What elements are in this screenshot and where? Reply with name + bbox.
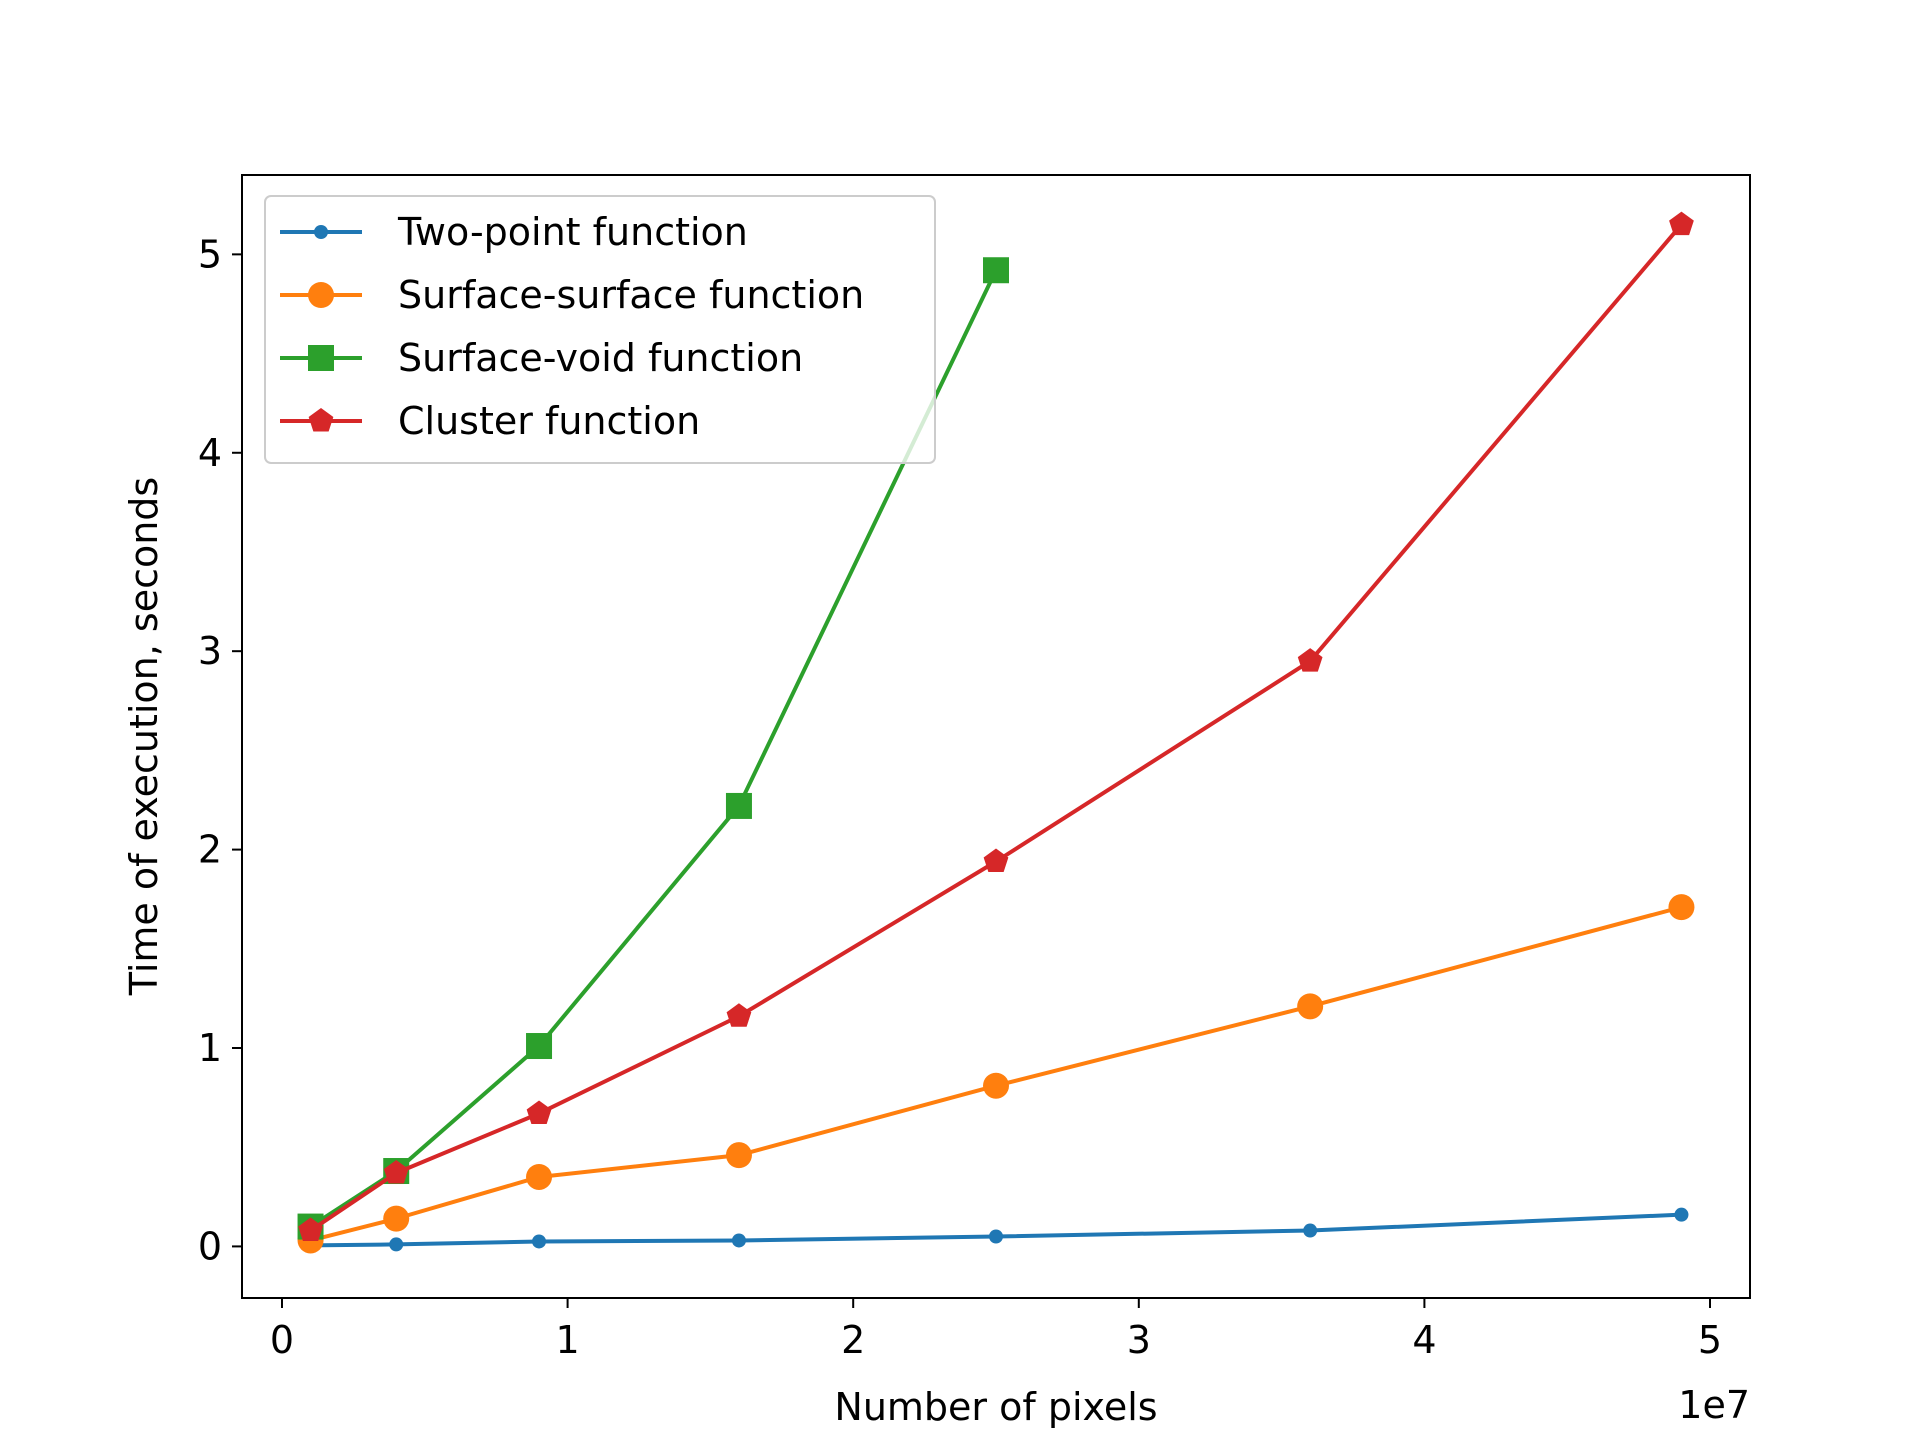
data-point [532, 1234, 547, 1249]
y-tick-label: 4 [198, 431, 222, 475]
x-tick-label: 3 [1127, 1318, 1151, 1362]
data-point [526, 1100, 552, 1124]
data-point [298, 1217, 323, 1242]
data-point [983, 1072, 1009, 1099]
y-tick-label: 3 [198, 629, 222, 673]
legend-marker [308, 345, 334, 371]
legend-box [264, 195, 936, 464]
x-tick-label: 1 [555, 1318, 579, 1362]
y-tick-label: 2 [198, 828, 222, 872]
legend-marker [308, 282, 334, 308]
legend-label: Two-point function [397, 210, 748, 254]
y-tick-label: 5 [198, 232, 222, 276]
data-point [726, 1003, 752, 1027]
legend-label: Surface-void function [398, 336, 803, 380]
legend-label: Cluster function [398, 399, 700, 443]
y-axis-label: Time of execution, seconds [122, 477, 166, 996]
data-point [526, 1033, 553, 1060]
series-layer [297, 211, 1695, 1254]
legend-marker [308, 408, 334, 432]
x-tick-label: 0 [270, 1318, 294, 1362]
data-point [731, 1233, 746, 1248]
data-point [1668, 894, 1695, 921]
data-point [725, 792, 752, 819]
x-tick-label: 2 [841, 1318, 865, 1362]
x-tick-label: 4 [1412, 1318, 1436, 1362]
legend-item: Surface-void function [280, 336, 803, 380]
legend-marker [314, 225, 328, 239]
legend-item: Surface-surface function [280, 273, 864, 317]
data-point [989, 1229, 1003, 1244]
legend: Two-point function Surface-surface functi… [264, 195, 936, 464]
legend-label: Surface-surface function [398, 273, 864, 317]
data-point [983, 848, 1009, 873]
x-axis-offset-label: 1e7 [1678, 1383, 1750, 1427]
data-point [725, 1142, 752, 1169]
x-axis: 0 1 2 3 4 5 [270, 1298, 1722, 1362]
data-point [1297, 993, 1324, 1020]
x-tick-label: 5 [1698, 1318, 1722, 1362]
data-point [383, 1160, 409, 1184]
data-point [526, 1163, 553, 1190]
data-point [1303, 1223, 1318, 1238]
legend-item: Two-point function [280, 210, 748, 254]
data-point [1297, 648, 1323, 672]
plot-frame [241, 174, 1751, 1299]
y-axis: 0 1 2 3 4 5 [198, 232, 242, 1268]
y-tick-label: 0 [198, 1224, 222, 1268]
data-point [983, 257, 1009, 284]
x-axis-label: Number of pixels [834, 1385, 1157, 1429]
data-point [1674, 1207, 1689, 1222]
series-3 [298, 211, 1694, 1242]
data-point [1669, 211, 1694, 236]
y-tick-label: 1 [198, 1026, 222, 1070]
legend-item: Cluster function [280, 399, 700, 443]
data-point [383, 1205, 410, 1232]
data-point [389, 1237, 404, 1252]
